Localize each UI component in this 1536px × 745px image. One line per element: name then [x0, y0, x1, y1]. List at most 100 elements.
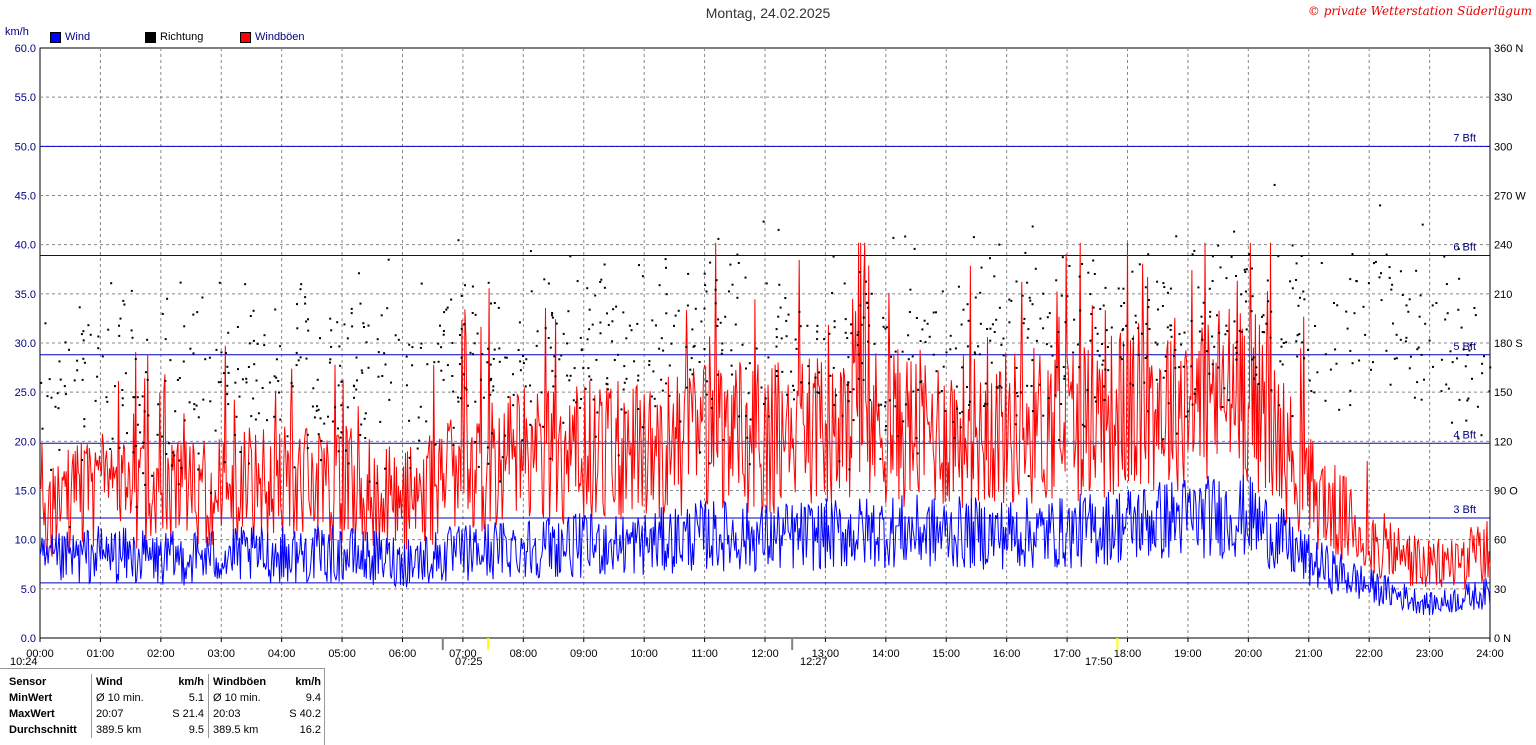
richtung-point [364, 412, 367, 415]
chart-title: Montag, 24.02.2025 [705, 5, 831, 21]
richtung-point [807, 365, 810, 368]
richtung-point [1138, 263, 1141, 266]
richtung-point [749, 418, 752, 421]
richtung-point [689, 368, 692, 371]
richtung-point [1447, 387, 1450, 390]
richtung-point [364, 437, 367, 439]
richtung-point [551, 369, 554, 372]
richtung-point [353, 396, 355, 399]
x-tick-label: 16:00 [993, 648, 1021, 660]
richtung-point [599, 281, 602, 283]
richtung-point [613, 359, 616, 361]
richtung-point [1390, 288, 1393, 291]
summary-cell: 20:03 [208, 706, 283, 722]
richtung-point [767, 415, 770, 418]
richtung-point [1064, 321, 1067, 324]
richtung-point [452, 444, 455, 447]
richtung-point [569, 255, 572, 258]
richtung-point [443, 311, 446, 314]
richtung-point [1186, 410, 1189, 413]
richtung-point [882, 325, 885, 328]
richtung-point [118, 334, 121, 337]
richtung-point [745, 414, 748, 417]
richtung-point [1147, 299, 1150, 301]
richtung-point [705, 393, 708, 396]
richtung-point [1047, 397, 1050, 400]
richtung-point [1101, 363, 1104, 366]
richtung-point [1221, 406, 1224, 408]
richtung-point [1010, 299, 1013, 302]
richtung-point [1200, 315, 1203, 318]
richtung-point [674, 314, 677, 317]
richtung-point [114, 385, 116, 388]
richtung-point [252, 309, 255, 312]
richtung-point [1372, 361, 1374, 364]
richtung-point [477, 465, 480, 468]
richtung-point [352, 384, 355, 387]
richtung-point [209, 400, 212, 403]
richtung-point [591, 323, 594, 326]
richtung-point [223, 372, 225, 375]
richtung-point [1291, 244, 1294, 247]
sunset-time: 17:50 [1085, 656, 1113, 668]
richtung-point [87, 324, 90, 327]
richtung-point [1180, 343, 1183, 346]
richtung-point [379, 420, 382, 423]
richtung-point [1156, 280, 1159, 283]
richtung-point [744, 276, 747, 279]
richtung-point [253, 363, 256, 366]
richtung-point [442, 378, 445, 381]
richtung-point [166, 297, 169, 300]
richtung-point [1164, 370, 1167, 372]
richtung-point [1234, 346, 1237, 349]
richtung-point [648, 360, 651, 363]
richtung-point [224, 352, 227, 354]
richtung-point [290, 382, 293, 385]
richtung-point [498, 347, 501, 350]
richtung-point [983, 405, 986, 407]
richtung-point [1233, 320, 1236, 323]
richtung-point [126, 432, 128, 435]
richtung-point [105, 396, 108, 399]
x-tick-label: 20:00 [1235, 648, 1263, 660]
richtung-point [1131, 337, 1134, 340]
summary-cell: Durchschnitt [9, 724, 77, 736]
richtung-point [551, 312, 554, 314]
wind-chart: 00:00 01:00 02:00 03:00 04:00 05:00 06:00 07:00… [15, 43, 1527, 660]
richtung-point [960, 323, 963, 326]
richtung-point [299, 288, 302, 291]
richtung-point [1162, 438, 1165, 441]
richtung-point [1295, 262, 1298, 265]
richtung-point [275, 376, 278, 379]
richtung-point [1313, 391, 1316, 394]
richtung-point [311, 405, 314, 408]
richtung-point [794, 338, 797, 341]
richtung-point [1230, 255, 1233, 258]
richtung-point [660, 337, 663, 340]
richtung-point [46, 395, 49, 398]
richtung-point [361, 371, 364, 374]
richtung-point [865, 280, 867, 283]
richtung-point [625, 377, 628, 380]
richtung-point [384, 467, 387, 470]
richtung-point [599, 321, 602, 324]
richtung-point [1178, 333, 1181, 336]
richtung-point [612, 308, 615, 311]
richtung-point [1476, 405, 1479, 408]
richtung-point [457, 400, 460, 403]
richtung-point [611, 340, 614, 343]
y2-tick-label: 210 [1494, 289, 1512, 301]
richtung-point [358, 272, 360, 275]
y-tick-label: 30.0 [15, 338, 36, 350]
richtung-point [1119, 356, 1122, 359]
richtung-point [1404, 340, 1407, 343]
richtung-point [573, 367, 576, 370]
richtung-point [648, 363, 651, 366]
legend-label-wind: Wind [65, 31, 91, 43]
richtung-point [540, 391, 543, 394]
wind-series-line [39, 474, 1491, 616]
richtung-point [1405, 336, 1408, 339]
richtung-point [850, 323, 853, 326]
richtung-point [215, 348, 218, 351]
richtung-point [1211, 255, 1214, 258]
